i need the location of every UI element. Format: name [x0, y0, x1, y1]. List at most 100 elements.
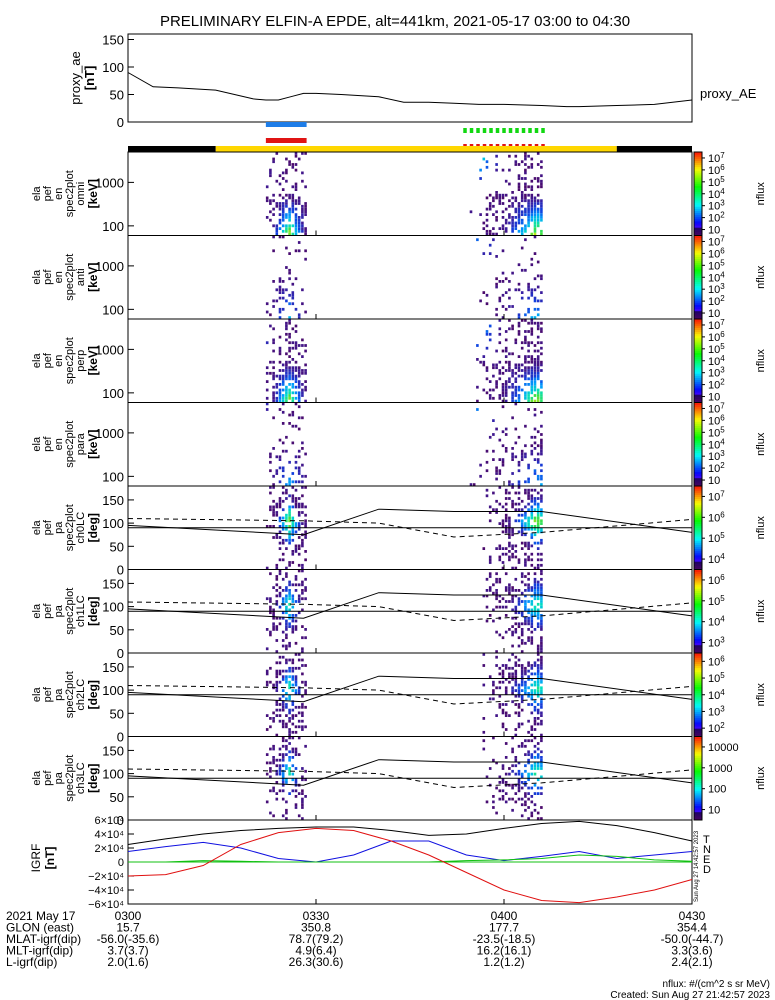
- flux-pixel: [533, 441, 537, 445]
- colorbar-segment: [694, 245, 702, 249]
- flux-pixel: [275, 708, 279, 712]
- flux-pixel: [517, 644, 521, 648]
- flux-pixel: [530, 589, 534, 592]
- flux-pixel: [275, 714, 279, 717]
- colorbar-label: nflux: [755, 516, 767, 540]
- flux-pixel: [285, 572, 288, 576]
- flux-pixel: [530, 449, 534, 453]
- flux-pixel: [275, 583, 279, 587]
- flux-pixel: [540, 675, 543, 679]
- flux-pixel: [288, 374, 291, 378]
- flux-pixel: [504, 229, 508, 233]
- flux-pixel: [514, 544, 518, 548]
- flux-pixel: [301, 152, 304, 155]
- flux-pixel: [297, 383, 301, 386]
- flux-pixel: [269, 486, 272, 489]
- flux-pixel: [533, 792, 537, 795]
- flux-pixel: [517, 497, 521, 500]
- flux-pixel: [527, 391, 530, 395]
- colorbar-segment: [694, 235, 702, 239]
- colorbar-segment: [694, 705, 702, 708]
- flux-pixel: [514, 611, 518, 615]
- flux-pixel: [511, 204, 514, 208]
- flux-pixel: [294, 583, 298, 587]
- colorbar-segment: [694, 266, 702, 270]
- flux-pixel: [288, 319, 291, 322]
- flux-pixel: [530, 811, 534, 815]
- flux-pixel: [504, 552, 508, 556]
- flux-pixel: [285, 157, 288, 161]
- colorbar-segment: [694, 726, 702, 729]
- flux-pixel: [297, 455, 301, 459]
- y-tick-label: 150: [102, 660, 124, 675]
- colorbar-segment: [694, 473, 702, 477]
- flux-pixel: [540, 655, 543, 659]
- flux-pixel: [265, 216, 269, 219]
- flux-pixel: [297, 480, 301, 484]
- colorbar-segment: [694, 200, 702, 203]
- flux-pixel: [533, 435, 537, 439]
- flux-pixel: [294, 221, 298, 225]
- flux-pixel: [508, 772, 511, 776]
- flux-pixel: [540, 750, 543, 754]
- flux-pixel: [540, 558, 543, 562]
- flux-pixel: [501, 722, 505, 726]
- flux-pixel: [527, 622, 530, 626]
- proxy-ae-yunit: [nT]: [82, 66, 97, 91]
- flux-pixel: [511, 675, 514, 679]
- flux-pixel: [514, 689, 518, 692]
- flux-pixel: [297, 221, 301, 225]
- flux-pixel: [536, 527, 540, 531]
- flux-pixel: [301, 625, 304, 628]
- flux-pixel: [533, 307, 537, 311]
- flux-pixel: [504, 666, 508, 670]
- colorbar-tick-label: 102: [708, 378, 725, 392]
- panel-yunit: [deg]: [86, 597, 100, 626]
- igrf-series-D: [127, 827, 693, 904]
- flux-pixel: [517, 636, 521, 640]
- flux-pixel: [301, 227, 304, 230]
- flux-pixel: [517, 435, 521, 439]
- igrf-yunit: [nT]: [43, 847, 57, 870]
- flux-pixel: [530, 499, 534, 503]
- flux-pixel: [291, 683, 295, 687]
- panel-ylabel-word: pef: [42, 269, 54, 285]
- colorbar-segment: [694, 239, 702, 243]
- flux-pixel: [294, 499, 298, 503]
- flux-pixel: [281, 655, 285, 659]
- flux-pixel: [527, 480, 530, 484]
- flux-pixel: [501, 193, 505, 197]
- colorbar-segment: [694, 715, 702, 719]
- flux-pixel: [275, 227, 279, 230]
- flux-pixel: [492, 689, 495, 692]
- ephem-value: 4.9(6.4): [295, 944, 336, 958]
- flux-pixel: [527, 527, 530, 531]
- flux-pixel: [527, 202, 530, 205]
- colorbar-segment: [694, 152, 702, 155]
- flux-pixel: [533, 756, 537, 759]
- flux-pixel: [291, 293, 295, 297]
- flux-pixel: [301, 789, 304, 793]
- flux-pixel: [517, 321, 521, 325]
- flux-pixel: [291, 669, 295, 673]
- flux-pixel: [536, 683, 540, 687]
- flux-pixel: [495, 469, 498, 473]
- flux-pixel: [533, 608, 537, 612]
- flux-pixel: [301, 394, 304, 397]
- flux-pixel: [511, 630, 514, 634]
- flux-pixel: [536, 778, 540, 782]
- flux-pixel: [533, 288, 537, 292]
- flux-pixel: [533, 296, 537, 300]
- flux-pixel: [501, 636, 505, 640]
- flux-pixel: [540, 519, 543, 523]
- flux-pixel: [524, 683, 527, 687]
- flux-pixel: [482, 747, 486, 751]
- flux-pixel: [517, 218, 521, 222]
- flux-pixel: [504, 355, 508, 358]
- flux-pixel: [288, 163, 291, 166]
- colorbar-label: nflux: [755, 683, 767, 707]
- flux-pixel: [294, 628, 298, 631]
- colorbar-segment: [694, 625, 702, 629]
- flux-pixel: [291, 678, 295, 681]
- flux-pixel: [530, 196, 534, 200]
